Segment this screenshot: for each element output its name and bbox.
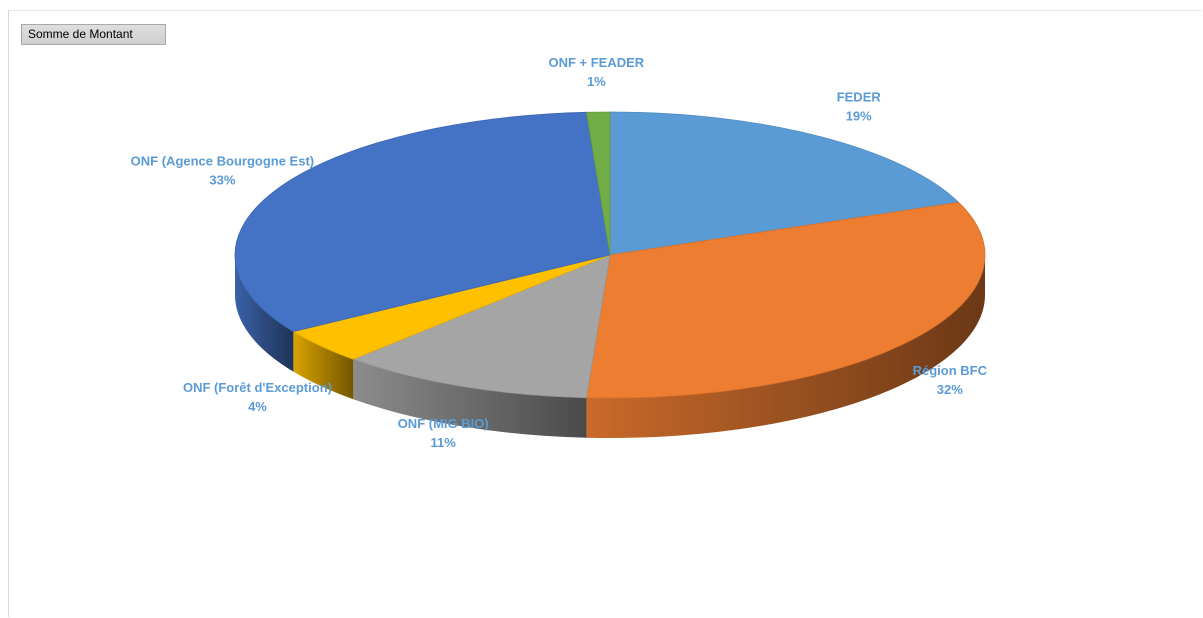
pie-slices bbox=[234, 111, 986, 399]
pie-slice-onf-agence-bourgogne-est-[interactable] bbox=[234, 111, 611, 333]
field-button-somme-de-montant[interactable]: Somme de Montant bbox=[21, 24, 166, 45]
data-label-onf-agence-bourgogne-est-: ONF (Agence Bourgogne Est) 33% bbox=[131, 154, 314, 188]
pie-side-onf-agence-bourgogne-est- bbox=[235, 255, 294, 372]
data-label-onf-for-t-d-exception-: ONF (Forêt d'Exception) 4% bbox=[183, 380, 332, 414]
pie-slice-onf-mig-bio-[interactable] bbox=[352, 254, 611, 399]
data-label-r-gion-bfc: Région BFC 32% bbox=[913, 363, 988, 397]
pie-side-onf-mig-bio- bbox=[353, 359, 587, 438]
pie-slice-feder[interactable] bbox=[609, 111, 960, 256]
pie-slice-r-gion-bfc[interactable] bbox=[585, 201, 986, 399]
data-label-feder: FEDER 19% bbox=[837, 89, 882, 123]
pie-side-onf-for-t-d-exception- bbox=[293, 331, 354, 400]
data-label-onf-feader: ONF + FEADER 1% bbox=[548, 55, 644, 89]
chart-area bbox=[8, 10, 1202, 617]
pie-side-walls bbox=[235, 255, 985, 438]
pie-side-r-gion-bfc bbox=[586, 255, 985, 438]
pie-slice-onf-feader[interactable] bbox=[585, 111, 611, 256]
data-labels: FEDER 19% Région BFC 32% ONF (MIG BIO) 11% ONF… bbox=[131, 55, 988, 450]
data-label-onf-mig-bio-: ONF (MIG BIO) 11% bbox=[398, 416, 489, 450]
